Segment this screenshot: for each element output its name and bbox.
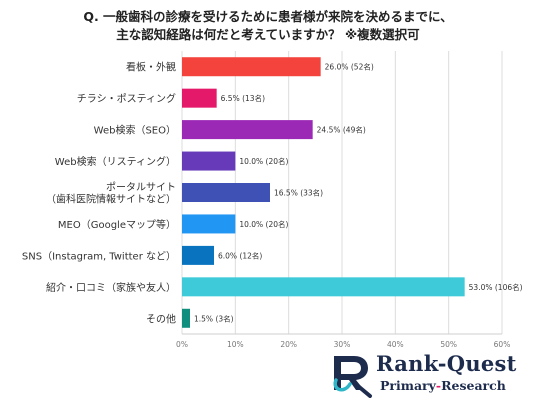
bar-value-label: 10.0% (20名)	[239, 219, 288, 229]
chart-title-line-1: Q. 一般歯科の診療を受けるために患者様が来院を決めるまでに、	[83, 9, 453, 24]
bar-layer	[182, 57, 465, 328]
x-tick-label: 50%	[440, 340, 457, 349]
bar-value-label: 10.0% (20名)	[239, 156, 288, 166]
logo-sub-dash: -	[435, 378, 442, 393]
x-tick-label: 40%	[387, 340, 404, 349]
bar	[182, 214, 236, 234]
bar	[182, 88, 217, 108]
bar-value-label: 53.0% (106名)	[469, 282, 523, 292]
bar-value-label: 26.0% (52名)	[325, 62, 374, 72]
bar-value-label: 6.0% (12名)	[218, 250, 262, 260]
category-label: チラシ・ポスティング	[77, 92, 176, 105]
category-label: ポータルサイト	[106, 182, 176, 194]
x-tick-label: 0%	[176, 340, 188, 349]
category-label: その他	[146, 312, 176, 325]
category-label: （歯科医院情報サイトなど）	[46, 193, 176, 206]
x-tick-label: 30%	[334, 340, 351, 349]
bar	[182, 120, 313, 140]
bar	[182, 245, 214, 265]
category-label: Web検索（リスティング）	[55, 155, 176, 168]
rq-emblem-icon	[333, 356, 372, 398]
bar	[182, 277, 465, 297]
category-label: Web検索（SEO）	[94, 124, 176, 137]
logo-main-text: Rank-Quest	[376, 351, 517, 376]
category-label: SNS（Instagram, Twitter など）	[22, 250, 176, 262]
x-tick-label: 20%	[280, 340, 297, 349]
bar	[182, 151, 236, 171]
bar-value-label: 6.5% (13名)	[221, 93, 265, 103]
bar	[182, 183, 270, 202]
category-label: 看板・外観	[126, 61, 176, 74]
label-layer: 0% 10% 20% 30% 40% 50% 60% 26.0% (52名) 看板・外観 6.5%…	[22, 61, 523, 349]
x-tick-label: 10%	[227, 340, 244, 349]
bar	[182, 57, 321, 77]
bar-value-label: 1.5% (3名)	[194, 313, 234, 323]
bar-value-label: 16.5% (33名)	[274, 188, 323, 198]
bar	[182, 308, 190, 328]
category-label: 紹介・口コミ（家族や友人）	[46, 281, 176, 294]
category-label: MEO（Googleマップ等）	[58, 218, 176, 231]
bar-value-label: 24.5% (49名)	[317, 125, 366, 135]
rank-quest-logo: Rank-Quest Primary-Research	[328, 350, 533, 398]
logo-sub-text: Primary-Research	[380, 378, 506, 393]
chart-title-line-2: 主な認知経路は何だと考えていますか？ ※複数選択可	[116, 27, 420, 42]
x-tick-label: 60%	[494, 340, 511, 349]
